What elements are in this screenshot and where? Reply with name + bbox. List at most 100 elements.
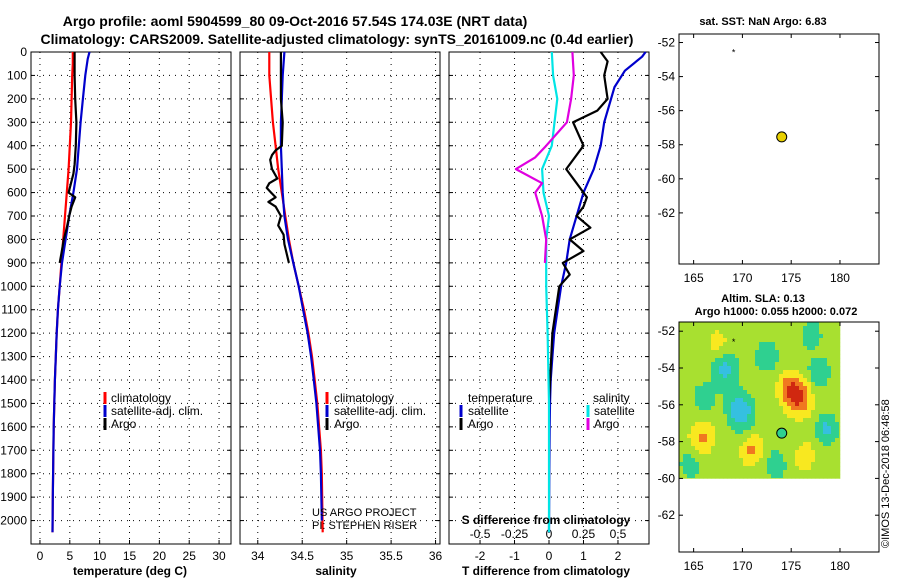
- sla-cell: [799, 422, 804, 427]
- sla-cell: [719, 438, 724, 443]
- sla-cell: [755, 402, 760, 407]
- sla-cell: [747, 346, 752, 351]
- sla-cell: [819, 354, 824, 359]
- sla-cell: [699, 330, 704, 335]
- sla-cell: [759, 378, 764, 383]
- sla-cell: [823, 322, 828, 327]
- sla-cell: [783, 370, 788, 375]
- sla-cell: [775, 330, 780, 335]
- temperature-series: [51, 51, 91, 533]
- sla-cell: [687, 366, 692, 371]
- sla-cell: [771, 434, 776, 439]
- sla-cell: [747, 470, 752, 475]
- sla-cell: [767, 398, 772, 403]
- sla-cell: [739, 470, 744, 475]
- s-diff-tick-label: 0.25: [572, 527, 596, 541]
- sla-cell: [835, 414, 840, 419]
- sla-cell: [835, 326, 840, 331]
- sla-cell: [767, 338, 772, 343]
- sla-cell: [739, 442, 744, 447]
- sla-cell: [835, 446, 840, 451]
- sla-cell: [823, 454, 828, 459]
- sla-cell: [723, 322, 728, 327]
- x-tick-label: 0: [546, 549, 553, 563]
- sla-cell: [731, 386, 736, 391]
- sla-cell: [819, 454, 824, 459]
- sla-cell: [771, 366, 776, 371]
- sla-cell: [763, 390, 768, 395]
- sla-cell: [719, 410, 724, 415]
- sla-cell: [759, 426, 764, 431]
- sla-cell: [819, 442, 824, 447]
- sla-cell: [787, 438, 792, 443]
- sla-cell: [699, 382, 704, 387]
- difference-gridlines: [449, 51, 649, 544]
- sla-cell: [679, 390, 684, 395]
- sla-cell: [767, 322, 772, 327]
- sla-cell: [771, 342, 776, 347]
- sla-cell: [799, 478, 804, 479]
- sla-cell: [823, 382, 828, 387]
- sla-cell: [771, 326, 776, 331]
- sla-cell: [703, 458, 708, 463]
- sla-cell: [687, 458, 692, 463]
- sla-cell: [755, 362, 760, 367]
- sla-cell: [759, 382, 764, 387]
- sla-cell: [691, 422, 696, 427]
- sla-cell: [735, 438, 740, 443]
- pressure-tick-label: 1800: [0, 467, 27, 481]
- sla-cell: [819, 382, 824, 387]
- sla-cell: [783, 358, 788, 363]
- sla-cell: [707, 454, 712, 459]
- sla-cell: [719, 398, 724, 403]
- sla-cell: [747, 434, 752, 439]
- sla-cell: [735, 430, 740, 435]
- sla-cell: [739, 374, 744, 379]
- sla-cell: [759, 374, 764, 379]
- sla-cell: [811, 426, 816, 431]
- sla-cell: [747, 362, 752, 367]
- sla-cell: [775, 406, 780, 411]
- sla-cell: [687, 438, 692, 443]
- sla-cell: [711, 358, 716, 363]
- sla-cell: [715, 410, 720, 415]
- sla-cell: [807, 374, 812, 379]
- sla-cell: [719, 478, 724, 479]
- sla-cell: [695, 414, 700, 419]
- sla-cell: [759, 454, 764, 459]
- sla-cell: [759, 342, 764, 347]
- sla-cell: [715, 330, 720, 335]
- sla-cell: [803, 470, 808, 475]
- sla-cell: [755, 338, 760, 343]
- sla-cell: [727, 390, 732, 395]
- sla-cell: [723, 466, 728, 471]
- sla-cell: [699, 466, 704, 471]
- sla-cell: [803, 434, 808, 439]
- sla-cell: [715, 462, 720, 467]
- sla-cell: [711, 406, 716, 411]
- sla-cell: [703, 474, 708, 479]
- sla-cell: [755, 390, 760, 395]
- sla-cell: [735, 390, 740, 395]
- sla-cell: [735, 346, 740, 351]
- sla-cell: [747, 394, 752, 399]
- sla-cell: [791, 454, 796, 459]
- sla-cell: [679, 462, 684, 467]
- sla-cell: [811, 358, 816, 363]
- sla-cell: [711, 366, 716, 371]
- sla-cell: [831, 426, 836, 431]
- sla-cell: [743, 386, 748, 391]
- sla-cell: [711, 386, 716, 391]
- sla-cell: [743, 350, 748, 355]
- sla-cell: [767, 362, 772, 367]
- sla-cell: [711, 446, 716, 451]
- sla-cell: [811, 430, 816, 435]
- salinity-legend: climatology satellite-adj. clim. Argo: [325, 391, 426, 431]
- sla-cell: [811, 418, 816, 423]
- sla-cell: [795, 334, 800, 339]
- sla-cell: [799, 470, 804, 475]
- sla-cell: [731, 406, 736, 411]
- sla-cell: [787, 402, 792, 407]
- sla-cell: [839, 410, 841, 415]
- sla-cell: [807, 478, 812, 479]
